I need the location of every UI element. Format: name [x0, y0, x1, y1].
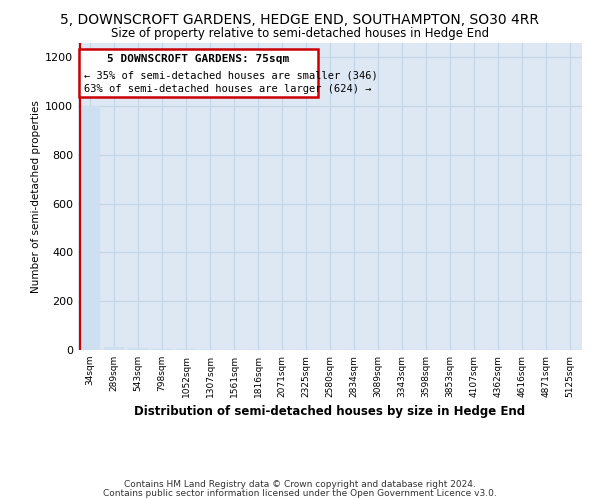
Text: 5 DOWNSCROFT GARDENS: 75sqm: 5 DOWNSCROFT GARDENS: 75sqm: [107, 54, 290, 64]
Bar: [80, 106, 100, 350]
X-axis label: Distribution of semi-detached houses by size in Hedge End: Distribution of semi-detached houses by …: [134, 406, 526, 418]
Bar: [152, 349, 172, 350]
Text: Contains public sector information licensed under the Open Government Licence v3: Contains public sector information licen…: [103, 490, 497, 498]
Text: 63% of semi-detached houses are larger (624) →: 63% of semi-detached houses are larger (…: [84, 84, 371, 94]
Bar: [104, 347, 124, 350]
Y-axis label: Number of semi-detached properties: Number of semi-detached properties: [31, 100, 41, 292]
FancyBboxPatch shape: [79, 48, 318, 98]
Text: 5, DOWNSCROFT GARDENS, HEDGE END, SOUTHAMPTON, SO30 4RR: 5, DOWNSCROFT GARDENS, HEDGE END, SOUTHA…: [61, 12, 539, 26]
Text: Size of property relative to semi-detached houses in Hedge End: Size of property relative to semi-detach…: [111, 28, 489, 40]
Text: Contains HM Land Registry data © Crown copyright and database right 2024.: Contains HM Land Registry data © Crown c…: [124, 480, 476, 489]
Bar: [128, 348, 148, 350]
Text: ← 35% of semi-detached houses are smaller (346): ← 35% of semi-detached houses are smalle…: [84, 70, 378, 81]
